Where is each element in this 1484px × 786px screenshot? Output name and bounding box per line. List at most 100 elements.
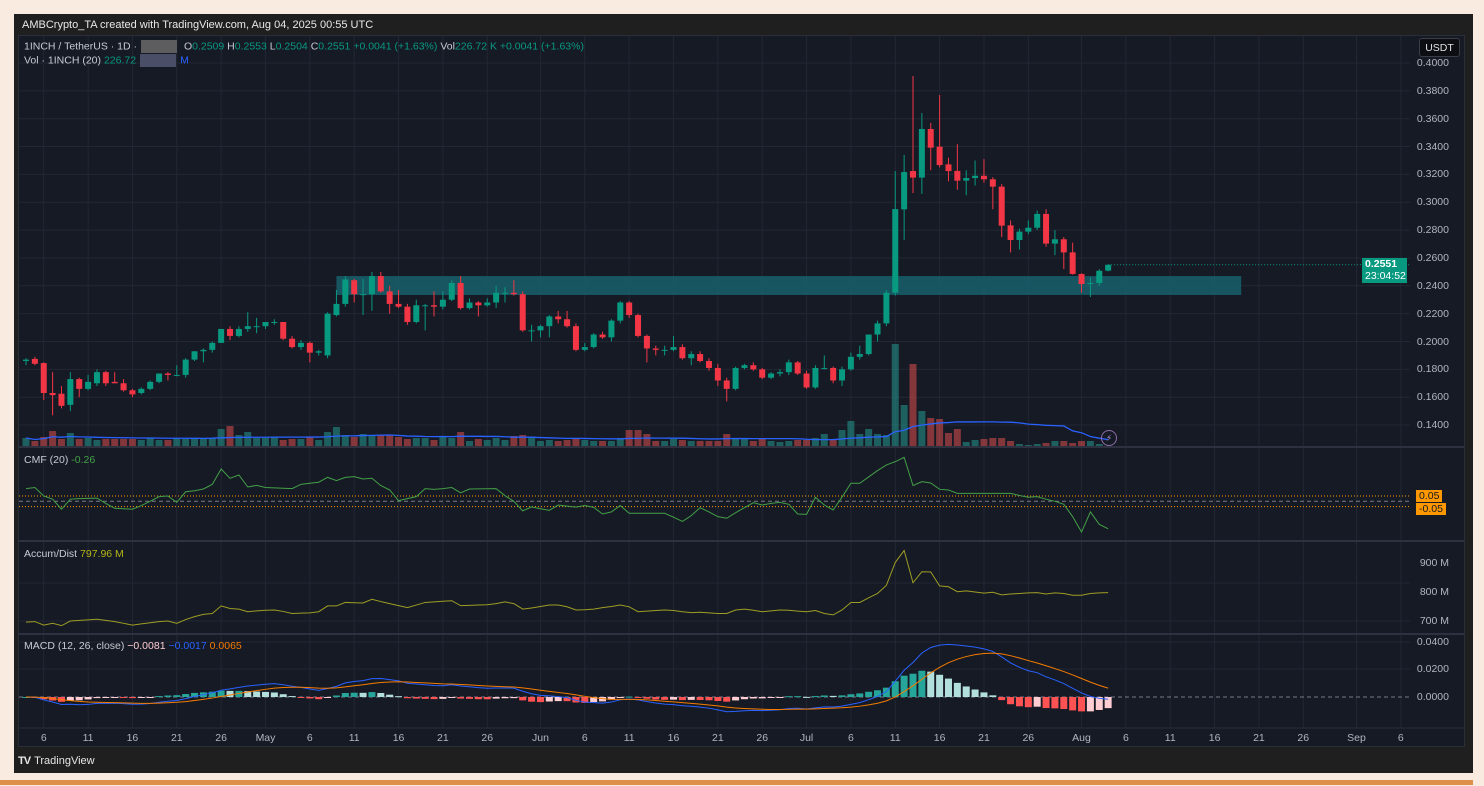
- candle-body: [147, 381, 154, 389]
- macd-histogram-bar: [1069, 697, 1077, 711]
- volume-bar: [155, 440, 163, 447]
- volume-bar: [599, 441, 607, 447]
- volume-bar: [49, 431, 57, 447]
- cmf-label[interactable]: CMF (20): [24, 454, 69, 466]
- candle-body: [1060, 239, 1067, 253]
- macd-histogram-bar: [634, 697, 642, 698]
- volume-ma-line: [25, 421, 1109, 441]
- candle-body: [351, 280, 358, 295]
- cmf-lower-level: -0.05: [1416, 503, 1446, 515]
- macd-histogram-bar: [66, 697, 74, 701]
- volume-bar: [448, 438, 456, 447]
- cmf-value: -0.26: [71, 454, 96, 466]
- volume-bar: [723, 434, 731, 447]
- volume-bar: [661, 441, 669, 447]
- cmf-legend: CMF (20) -0.26: [24, 454, 95, 466]
- volume-indicator-legend: Vol · 1INCH (20) 226.72 M: [24, 54, 189, 67]
- volume-bar: [785, 441, 793, 447]
- time-axis-label: 6: [847, 732, 854, 744]
- candle-body: [821, 367, 828, 369]
- chart-panel[interactable]: [18, 35, 1465, 747]
- candle-body: [705, 360, 712, 368]
- volume-bar: [1086, 441, 1094, 447]
- candle-body: [235, 328, 242, 336]
- volume-bar: [829, 439, 837, 447]
- macd-histogram-bar: [803, 696, 811, 698]
- candle-body: [954, 170, 961, 181]
- time-axis-label: Jul: [799, 732, 814, 744]
- candle-body: [670, 347, 677, 350]
- candle-body: [111, 381, 118, 384]
- volume-bar: [403, 439, 411, 447]
- macd-legend: MACD (12, 26, close) −0.0081 −0.0017 0.0…: [24, 640, 242, 652]
- ad-label[interactable]: Accum/Dist: [24, 548, 78, 560]
- time-axis-label: 11: [623, 732, 635, 744]
- volume-bar: [519, 435, 527, 447]
- time-axis-label: 11: [1164, 732, 1176, 744]
- volume-bar: [758, 439, 766, 447]
- candle-body: [776, 372, 783, 374]
- macd-histogram-bar: [989, 695, 997, 697]
- macd-histogram-bar: [590, 697, 598, 703]
- candle-body: [732, 367, 739, 389]
- macd-histogram-bar: [1095, 697, 1103, 710]
- macd-histogram-bar: [616, 697, 624, 698]
- macd-histogram-bar: [182, 694, 190, 697]
- candle-body: [271, 322, 278, 324]
- candle-body: [510, 292, 517, 295]
- macd-histogram-bar: [421, 697, 429, 699]
- volume-bar: [918, 411, 926, 447]
- support-zone-rect: [336, 276, 1242, 295]
- macd-histogram-bar: [253, 691, 261, 697]
- volume-indicator-label[interactable]: Vol · 1INCH (20): [24, 54, 102, 67]
- candle-body: [759, 369, 766, 378]
- candle-body: [31, 358, 38, 364]
- candle-body: [590, 334, 597, 348]
- macd-label[interactable]: MACD (12, 26, close): [24, 640, 125, 652]
- open-label: O: [183, 40, 193, 53]
- candle-body: [173, 374, 180, 376]
- symbol-name[interactable]: 1INCH / TetherUS · 1D ·: [24, 40, 138, 53]
- candle-body: [501, 292, 508, 294]
- candle-body: [661, 349, 668, 351]
- volume-bar: [128, 439, 136, 447]
- time-axis-label: 26: [756, 732, 769, 744]
- macd-axis-0: 0.0000: [1416, 691, 1449, 703]
- tradingview-logo[interactable]: TV TradingView: [18, 755, 95, 767]
- volume-bar: [944, 433, 952, 447]
- candle-body: [67, 379, 74, 405]
- candle-body: [85, 381, 92, 389]
- macd-histogram-bar: [377, 692, 385, 697]
- macd-histogram-bar: [607, 697, 615, 700]
- macd-histogram-bar: [1078, 697, 1086, 712]
- volume-bar: [1042, 443, 1050, 447]
- price-axis-label: 0.3200: [1416, 168, 1449, 181]
- candle-body: [572, 326, 579, 350]
- candle-body: [608, 320, 615, 338]
- currency-button[interactable]: USDT: [1419, 38, 1460, 57]
- candle-body: [306, 342, 313, 353]
- macd-histogram-bar: [776, 697, 784, 698]
- candle-body: [1087, 283, 1094, 285]
- volume-bar: [616, 438, 624, 447]
- time-axis-label: 6: [1397, 732, 1404, 744]
- macd-histogram-bar: [395, 696, 403, 698]
- macd-histogram-bar: [315, 697, 323, 700]
- macd-histogram-bar: [785, 696, 793, 698]
- volume-bar: [528, 437, 536, 447]
- ad-line: [25, 549, 1109, 627]
- macd-histogram-bar: [1033, 697, 1041, 707]
- macd-histogram-bar: [128, 697, 136, 699]
- macd-histogram-bar: [998, 697, 1006, 701]
- volume-bar: [678, 440, 686, 447]
- lightning-icon[interactable]: ⚡: [1101, 430, 1117, 446]
- footer-rule: [0, 780, 1473, 785]
- price-axis-label: 0.3400: [1416, 140, 1449, 153]
- macd-histogram-bar: [120, 697, 128, 698]
- macd-histogram-bar: [93, 697, 101, 699]
- macd-histogram-bar: [102, 697, 110, 698]
- volume-bar: [244, 432, 252, 447]
- macd-histogram-bar: [288, 696, 296, 698]
- candle-body: [209, 342, 216, 350]
